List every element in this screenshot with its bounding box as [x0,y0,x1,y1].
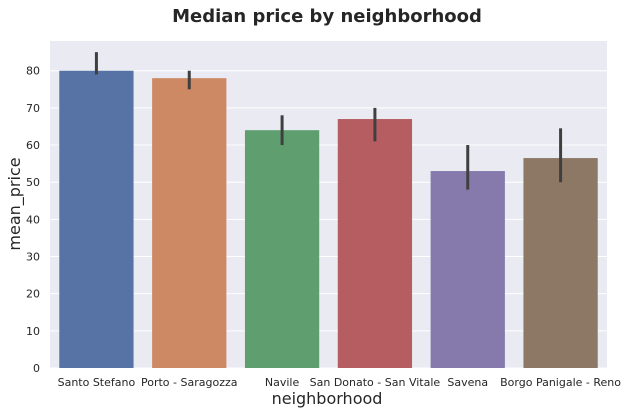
x-tick-label: Borgo Panigale - Reno [500,376,621,389]
x-tick-label: Porto - Saragozza [141,376,238,389]
chart-title: Median price by neighborhood [172,6,482,27]
y-tick-label: 30 [26,251,40,264]
y-tick-label: 70 [26,102,40,115]
error-bars [94,52,563,190]
x-tick-label: Savena [447,376,488,389]
bar [523,158,598,368]
y-axis-label: mean_price [5,157,25,250]
x-tick-label: Navile [265,376,300,389]
bar [244,130,320,368]
bars [59,70,598,369]
x-axis-label: neighborhood [272,389,383,408]
y-tick-label: 60 [26,139,40,152]
gridlines [50,70,607,369]
y-tick-label: 10 [26,325,40,338]
y-tick-label: 80 [26,65,40,78]
plot-area [50,41,607,368]
bar [59,70,134,369]
y-tick-label: 0 [33,362,40,375]
bar [152,78,227,368]
bar [337,119,413,368]
x-ticks: Santo Stefano Porto - Saragozza Navile San … [58,376,622,389]
bar [430,171,505,368]
y-tick-label: 40 [26,213,40,226]
x-tick-label: San Donato - San Vitale [310,376,441,389]
y-tick-label: 20 [26,288,40,301]
x-tick-label: Santo Stefano [58,376,136,389]
y-tick-label: 50 [26,176,40,189]
y-ticks: 0 10 20 30 40 50 60 70 80 [26,65,40,375]
